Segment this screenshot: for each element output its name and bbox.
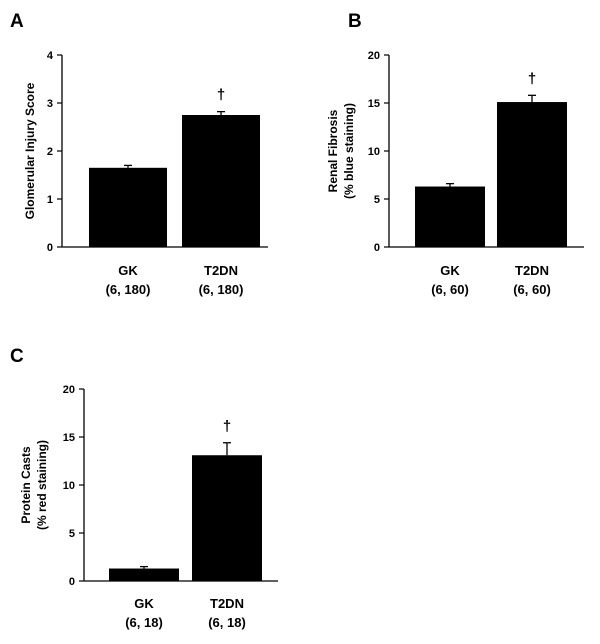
chart-panel-a: A 0 1 2 3 4 Glomerular Injury Score GK (6, 180) †… [10,11,268,297]
y-tick-label: 10 [63,480,75,492]
bar-t2dn [497,102,567,247]
y-axis-label: Glomerular Injury Score [23,82,37,219]
category-sample-size: (6, 18) [125,615,163,630]
panel-label: B [348,11,362,32]
panel-label: C [10,346,24,367]
significance-marker: † [223,418,231,435]
y-tick-label: 15 [63,432,75,444]
category-label: GK [134,596,154,611]
y-axis-label: Renal Fibrosis [326,109,340,192]
y-tick-label: 15 [368,98,380,110]
y-tick-label: 5 [69,528,75,540]
y-tick-label: 1 [47,194,53,206]
y-tick-label: 5 [374,194,380,206]
category-sample-size: (6, 60) [431,282,469,297]
y-tick-label: 0 [47,242,53,254]
panel-label: A [10,11,24,32]
y-tick-label: 0 [69,576,75,588]
y-tick-label: 20 [63,384,75,396]
bar-gk [415,186,485,247]
y-tick-label: 0 [374,242,380,254]
category-label: GK [440,263,460,278]
y-tick-label: 10 [368,146,380,158]
bar-t2dn [192,455,262,581]
y-tick-label: 4 [47,50,54,62]
significance-marker: † [528,70,536,87]
y-axis-label: Protein Casts [19,446,33,524]
y-tick-label: 20 [368,50,380,62]
category-label: T2DN [515,263,549,278]
category-label: T2DN [204,263,238,278]
y-tick-label: 2 [47,146,53,158]
chart-panel-c: C 0 5 10 15 20 Protein Casts (% red staining) GK… [10,346,278,630]
chart-panel-b: B 0 5 10 15 20 Renal Fibrosis (% blue staining)… [326,11,584,297]
category-label: GK [118,263,138,278]
category-sample-size: (6, 180) [106,282,151,297]
category-sample-size: (6, 18) [208,615,246,630]
category-label: T2DN [210,596,244,611]
category-sample-size: (6, 60) [513,282,551,297]
y-axis-label: (% blue staining) [342,103,356,199]
bar-gk [89,167,167,247]
significance-marker: † [217,87,225,104]
y-tick-label: 3 [47,98,53,110]
bar-t2dn [182,115,260,247]
bar-gk [109,568,179,581]
y-axis-label: (% red staining) [35,440,49,530]
category-sample-size: (6, 180) [199,282,244,297]
